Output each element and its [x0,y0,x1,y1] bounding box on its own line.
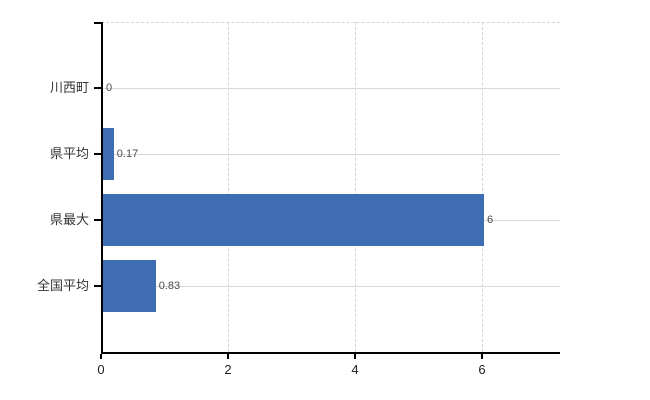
x-tick-label: 6 [478,362,486,377]
x-gridline [355,22,356,352]
y-axis-tick [94,153,101,155]
x-tick-label: 4 [351,362,359,377]
row-gridline [101,154,560,155]
x-axis-tick [481,354,483,359]
x-axis-tick [100,354,102,359]
value-label: 0.83 [158,280,181,292]
y-axis [101,22,103,352]
row-gridline [101,286,560,287]
row-gridline [101,88,560,89]
x-axis-tick [227,354,229,359]
bar [103,194,484,246]
x-gridline [228,22,229,352]
x-axis-tick [354,354,356,359]
y-axis-tick [94,285,101,287]
y-axis-tick [94,87,101,89]
value-label: 0.17 [116,148,139,160]
bar [103,128,114,180]
x-gridline [482,22,483,352]
value-label: 6 [487,214,494,226]
category-label: 県最大 [49,212,89,227]
plot-top-border [101,22,560,23]
x-axis [101,352,560,354]
x-tick-label: 0 [97,362,105,377]
value-label: 0 [106,82,113,94]
category-label: 全国平均 [36,278,89,293]
category-label: 県平均 [49,146,89,161]
y-axis-tick [94,219,101,221]
x-tick-label: 2 [224,362,232,377]
bar [103,260,156,312]
category-label: 川西町 [49,80,89,95]
y-axis-top-tick [94,22,101,24]
